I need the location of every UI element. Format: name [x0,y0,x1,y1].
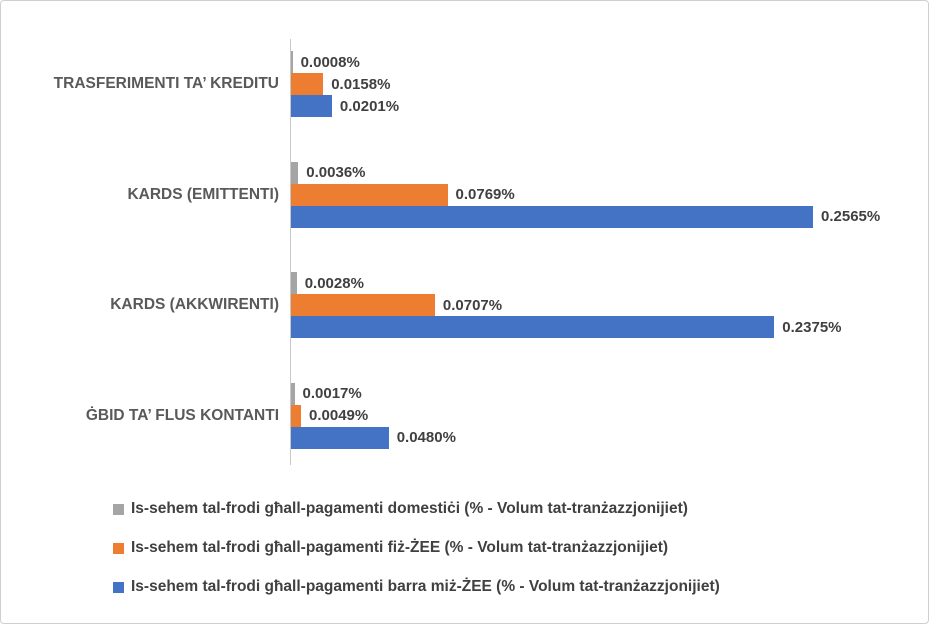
bar-row: 0.0201% [291,95,928,117]
legend-label: Is-sehem tal-frodi għall-pagamenti domes… [131,500,688,517]
legend-swatch-icon [113,581,124,593]
value-label: 0.0036% [306,164,366,182]
bar-group: KARDS (EMITTENTI) 0.0036% 0.0769% 0.2565% [1,161,928,228]
category-label: KARDS (AKKWIRENTI) [110,296,279,314]
bar-row: 0.0707% [291,294,928,317]
bar-group: KARDS (AKKWIRENTI) 0.0028% 0.0707% 0.2375% [1,272,928,339]
bar-stack: 0.0008% 0.0158% 0.0201% [291,51,928,117]
bar [291,404,301,427]
bar [291,316,775,339]
value-label: 0.0028% [304,274,364,292]
bar-row: 0.0049% [291,404,928,427]
value-label: 0.0008% [300,53,360,71]
bar-stack: 0.0028% 0.0707% 0.2375% [291,272,928,339]
legend-item: Is-sehem tal-frodi għall-pagamenti fiż-Ż… [113,537,720,559]
bar-row: 0.0480% [291,426,928,449]
bar-row: 0.0036% [291,161,928,184]
legend-label: Is-sehem tal-frodi għall-pagamenti fiż-Ż… [131,539,669,556]
bar-group: ĠBID TA’ FLUS KONTANTI 0.0017% 0.0049% 0.04… [1,382,928,449]
bar-row: 0.2375% [291,316,928,339]
bar [291,205,813,228]
bar [291,95,332,117]
bar-row: 0.2565% [291,205,928,228]
value-label: 0.2565% [821,208,881,226]
value-label: 0.0049% [309,407,369,425]
bar [291,272,297,295]
bar [291,294,435,317]
bar-stack: 0.0036% 0.0769% 0.2565% [291,161,928,228]
value-label: 0.0769% [455,186,515,204]
bar [291,183,448,206]
value-label: 0.2375% [782,318,842,336]
bar [291,51,293,73]
bar [291,382,295,405]
bar-stack: 0.0017% 0.0049% 0.0480% [291,382,928,449]
bar-row: 0.0158% [291,73,928,95]
bar-row: 0.0769% [291,183,928,206]
bar-row: 0.0008% [291,51,928,73]
bar [291,161,299,184]
value-label: 0.0017% [302,385,362,403]
category-axis-line [290,39,291,465]
category-label: TRASFERIMENTI TA’ KREDITU [53,75,279,93]
plot-area: TRASFERIMENTI TA’ KREDITU 0.0008% 0.0158% 0… [1,39,928,464]
value-label: 0.0707% [442,296,503,314]
bar-group: TRASFERIMENTI TA’ KREDITU 0.0008% 0.0158% 0… [1,51,928,117]
value-label: 0.0480% [396,429,456,447]
legend-swatch-icon [113,542,124,554]
value-label: 0.0158% [331,75,391,93]
category-label: KARDS (EMITTENTI) [127,185,279,203]
legend-label: Is-sehem tal-frodi għall-pagamenti barra… [131,578,720,595]
bar-row: 0.0028% [291,272,928,295]
bar-row: 0.0017% [291,382,928,405]
value-label: 0.0201% [339,97,400,115]
legend-item: Is-sehem tal-frodi għall-pagamenti domes… [113,498,720,520]
legend-swatch-icon [113,503,124,515]
bar [291,73,324,95]
legend-item: Is-sehem tal-frodi għall-pagamenti barra… [113,576,720,598]
category-label: ĠBID TA’ FLUS KONTANTI [85,407,279,425]
legend: Is-sehem tal-frodi għall-pagamenti domes… [113,498,720,598]
bar [291,426,389,449]
